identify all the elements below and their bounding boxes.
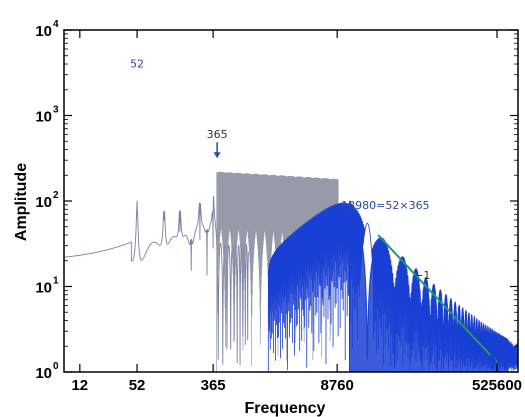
x-tick-label: 8760 [320,377,353,394]
y-tick-label: 10 [35,109,52,126]
annotation-52: 52 [130,57,144,70]
x-tick-label: 365 [201,377,226,394]
y-tick-exponent: 1 [53,276,59,287]
y-axis-title: Amplitude [13,163,30,241]
annotation-365: 365 [207,128,228,141]
y-tick-label: 10 [35,365,52,382]
y-tick-exponent: 0 [53,361,59,372]
y-tick-label: 10 [35,280,52,297]
mid-frequency-oscillations [216,171,339,372]
y-tick-exponent: 2 [53,190,59,201]
annotation-365-arrowhead [213,152,221,159]
y-tick-exponent: 3 [53,105,59,116]
x-axis-title: Frequency [245,400,326,417]
x-tick-label: 52 [129,377,146,394]
ticks [64,29,518,373]
trend-arrowhead [488,354,498,363]
trend-line [377,234,498,363]
lobe-envelope [348,200,509,372]
annotation-18980: 18980=52×365 [341,199,429,212]
plot-content [64,171,518,372]
annotation-slope: −1 [414,269,430,282]
x-tick-label: 12 [71,377,88,394]
x-tick-label: 525600 [472,377,522,394]
y-tick-label: 10 [35,194,52,211]
y-tick-label: 10 [35,23,52,40]
spectrum-group [64,171,518,372]
y-tick-exponent: 4 [53,19,59,30]
